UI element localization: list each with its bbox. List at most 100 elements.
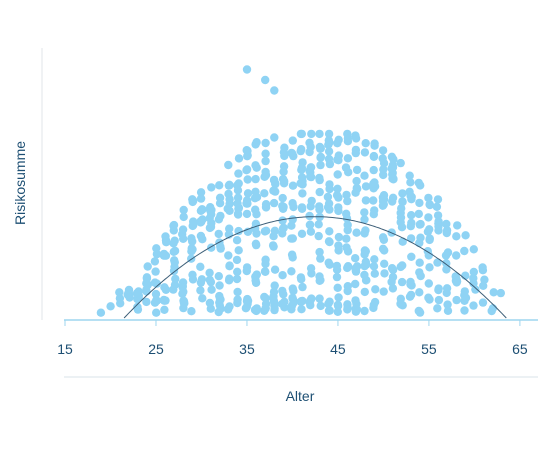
x-ticks: 15 25 35 45 55 65 xyxy=(57,320,528,357)
data-point xyxy=(196,262,205,271)
data-point xyxy=(434,219,443,228)
data-point xyxy=(369,179,378,189)
data-point xyxy=(469,301,478,310)
data-point xyxy=(387,277,396,287)
data-point xyxy=(341,163,351,172)
data-point xyxy=(352,176,361,186)
data-point xyxy=(496,288,505,298)
data-point xyxy=(487,306,496,316)
data-point xyxy=(316,153,325,162)
data-point xyxy=(179,234,188,243)
data-point xyxy=(152,249,162,259)
data-point xyxy=(297,305,306,314)
data-point xyxy=(297,163,307,173)
data-point xyxy=(315,294,324,303)
data-point xyxy=(360,171,369,180)
data-point xyxy=(178,225,188,234)
data-point xyxy=(415,288,424,297)
data-point xyxy=(443,306,453,315)
data-point xyxy=(343,262,353,271)
data-point xyxy=(224,181,234,190)
data-point xyxy=(270,305,279,315)
data-point xyxy=(315,187,324,197)
x-tick-label: 15 xyxy=(57,341,73,357)
data-point xyxy=(379,195,389,204)
data-point xyxy=(106,302,115,311)
data-point xyxy=(216,242,225,251)
data-point xyxy=(251,174,260,184)
data-point xyxy=(333,283,342,292)
data-point xyxy=(242,266,251,276)
data-point xyxy=(379,287,388,296)
data-point xyxy=(452,251,461,260)
data-point xyxy=(325,227,334,236)
data-point xyxy=(452,278,461,287)
data-point xyxy=(260,267,270,276)
data-point xyxy=(342,214,352,223)
data-point xyxy=(207,183,216,192)
data-point xyxy=(361,182,371,191)
data-point xyxy=(215,193,225,202)
data-point xyxy=(261,167,270,177)
data-point xyxy=(278,193,287,203)
y-axis-title: Risikosumme xyxy=(12,141,28,225)
data-point xyxy=(205,214,214,223)
data-point xyxy=(242,196,252,205)
data-point xyxy=(315,129,324,139)
data-point xyxy=(433,211,443,220)
data-point xyxy=(370,139,379,148)
data-point xyxy=(324,237,334,246)
data-point xyxy=(160,283,169,292)
data-point xyxy=(371,285,380,294)
data-point xyxy=(370,255,379,264)
data-point xyxy=(334,232,344,242)
data-point xyxy=(215,181,224,190)
data-point xyxy=(443,248,453,257)
data-point xyxy=(150,257,160,266)
data-point xyxy=(152,308,161,317)
data-point xyxy=(252,138,261,147)
data-point xyxy=(271,187,280,196)
data-point xyxy=(143,262,152,271)
data-point xyxy=(224,189,233,199)
data-point xyxy=(342,190,351,200)
data-point xyxy=(280,151,289,161)
data-point xyxy=(307,129,316,139)
data-point xyxy=(197,205,207,214)
data-point xyxy=(332,191,342,200)
data-point xyxy=(442,288,451,298)
data-point xyxy=(415,198,424,208)
data-point xyxy=(361,139,370,148)
data-point xyxy=(242,209,252,219)
data-point xyxy=(279,179,289,188)
data-point xyxy=(251,205,260,214)
data-point xyxy=(489,288,498,297)
data-point xyxy=(261,149,270,158)
data-point xyxy=(125,293,134,302)
data-point xyxy=(316,301,325,311)
data-point xyxy=(261,203,271,212)
data-point xyxy=(360,287,369,297)
data-point xyxy=(378,146,388,155)
data-point xyxy=(315,142,325,152)
data-point xyxy=(261,255,270,264)
data-point xyxy=(406,178,415,187)
data-point xyxy=(361,247,370,256)
data-point xyxy=(369,196,378,205)
data-point xyxy=(214,307,223,317)
data-point xyxy=(297,173,307,182)
data-point xyxy=(324,299,333,309)
data-point xyxy=(169,285,178,294)
data-point xyxy=(298,180,307,189)
data-point xyxy=(234,169,243,178)
data-point xyxy=(233,267,242,276)
data-point xyxy=(96,308,106,317)
data-point xyxy=(315,247,324,257)
data-point xyxy=(334,293,343,302)
data-point xyxy=(405,171,414,180)
data-point xyxy=(252,193,262,202)
data-point xyxy=(270,265,280,274)
data-point xyxy=(343,220,352,230)
data-point xyxy=(225,206,234,215)
data-point xyxy=(132,288,142,298)
